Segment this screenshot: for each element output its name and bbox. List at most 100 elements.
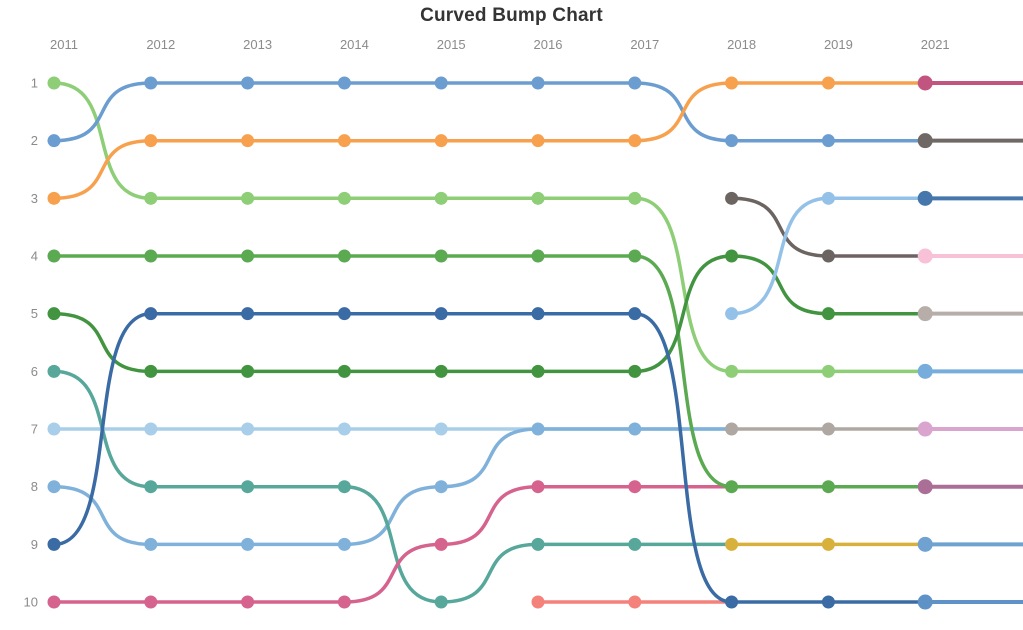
mark-dot-navy-blue-2017[interactable] [628, 307, 642, 321]
mark-dot-forest-green-2018[interactable] [725, 249, 739, 263]
mark-dot-teal-2011[interactable] [47, 364, 61, 378]
mark-dot-entrant-2021-rank-8[interactable] [917, 479, 933, 495]
mark-dot-orange-2017[interactable] [628, 134, 642, 148]
mark-dot-teal-2014[interactable] [337, 480, 351, 494]
mark-dot-green-2012[interactable] [144, 249, 158, 263]
mark-dot-entrant-2021-rank-7[interactable] [917, 421, 933, 437]
mark-dot-orange-2018[interactable] [725, 76, 739, 90]
mark-dot-navy-blue-2019[interactable] [821, 595, 835, 609]
mark-dot-medium-blue-2017[interactable] [628, 422, 642, 436]
mark-dot-teal-2013[interactable] [241, 480, 255, 494]
mark-dot-salmon-2016[interactable] [531, 595, 545, 609]
mark-dot-teal-2016[interactable] [531, 537, 545, 551]
mark-dot-entrant-2021-rank-1[interactable] [917, 75, 933, 91]
mark-dot-forest-green-2012[interactable] [144, 364, 158, 378]
mark-dot-steel-blue-2015[interactable] [434, 76, 448, 90]
mark-dot-entrant-2021-rank-2[interactable] [917, 133, 933, 149]
mark-dot-green-2011[interactable] [47, 249, 61, 263]
mark-dot-pink-2013[interactable] [241, 595, 255, 609]
mark-dot-light-green-2017[interactable] [628, 191, 642, 205]
mark-dot-orange-2019[interactable] [821, 76, 835, 90]
mark-dot-forest-green-2017[interactable] [628, 364, 642, 378]
mark-dot-light-green-2015[interactable] [434, 191, 448, 205]
mark-dot-pale-blue-2019[interactable] [821, 191, 835, 205]
mark-dot-steel-blue-2011[interactable] [47, 134, 61, 148]
mark-dot-light-gray-2018[interactable] [725, 422, 739, 436]
mark-dot-light-green-2012[interactable] [144, 191, 158, 205]
mark-dot-steel-blue-2017[interactable] [628, 76, 642, 90]
mark-dot-navy-blue-2013[interactable] [241, 307, 255, 321]
mark-dot-teal-2012[interactable] [144, 480, 158, 494]
mark-dot-light-gray-2019[interactable] [821, 422, 835, 436]
mark-dot-orange-2015[interactable] [434, 134, 448, 148]
mark-dot-sky-blue-2013[interactable] [241, 422, 255, 436]
mark-dot-green-2015[interactable] [434, 249, 448, 263]
mark-dot-salmon-2017[interactable] [628, 595, 642, 609]
mark-dot-light-green-2013[interactable] [241, 191, 255, 205]
mark-dot-entrant-2021-rank-6[interactable] [917, 363, 933, 379]
mark-dot-teal-2017[interactable] [628, 537, 642, 551]
mark-dot-navy-blue-2011[interactable] [47, 537, 61, 551]
mark-dot-green-2017[interactable] [628, 249, 642, 263]
mark-dot-forest-green-2019[interactable] [821, 307, 835, 321]
mark-dot-medium-blue-2014[interactable] [337, 537, 351, 551]
mark-dot-forest-green-2014[interactable] [337, 364, 351, 378]
mark-dot-medium-blue-2013[interactable] [241, 537, 255, 551]
mark-dot-light-green-2018[interactable] [725, 364, 739, 378]
mark-dot-light-green-2011[interactable] [47, 76, 61, 90]
mark-dot-gold-2019[interactable] [821, 537, 835, 551]
mark-dot-steel-blue-2013[interactable] [241, 76, 255, 90]
mark-dot-forest-green-2013[interactable] [241, 364, 255, 378]
mark-dot-pink-2012[interactable] [144, 595, 158, 609]
mark-dot-forest-green-2011[interactable] [47, 307, 61, 321]
mark-dot-pink-2011[interactable] [47, 595, 61, 609]
mark-dot-forest-green-2015[interactable] [434, 364, 448, 378]
mark-dot-orange-2013[interactable] [241, 134, 255, 148]
mark-dot-medium-blue-2011[interactable] [47, 480, 61, 494]
mark-dot-entrant-2021-rank-3[interactable] [917, 190, 933, 206]
mark-dot-medium-blue-2012[interactable] [144, 537, 158, 551]
mark-dot-steel-blue-2019[interactable] [821, 134, 835, 148]
mark-dot-steel-blue-2014[interactable] [337, 76, 351, 90]
mark-dot-medium-blue-2016[interactable] [531, 422, 545, 436]
mark-dot-green-2014[interactable] [337, 249, 351, 263]
mark-dot-light-green-2016[interactable] [531, 191, 545, 205]
mark-dot-medium-blue-2015[interactable] [434, 480, 448, 494]
mark-dot-sky-blue-2014[interactable] [337, 422, 351, 436]
mark-dot-navy-blue-2016[interactable] [531, 307, 545, 321]
mark-dot-pink-2015[interactable] [434, 537, 448, 551]
mark-dot-teal-2015[interactable] [434, 595, 448, 609]
mark-dot-pale-blue-2018[interactable] [725, 307, 739, 321]
mark-dot-green-2019[interactable] [821, 480, 835, 494]
mark-dot-green-2016[interactable] [531, 249, 545, 263]
mark-dot-sky-blue-2012[interactable] [144, 422, 158, 436]
mark-dot-steel-blue-2016[interactable] [531, 76, 545, 90]
mark-dot-entrant-2021-rank-10[interactable] [917, 594, 933, 610]
mark-dot-sky-blue-2011[interactable] [47, 422, 61, 436]
mark-dot-gold-2018[interactable] [725, 537, 739, 551]
mark-dot-orange-2014[interactable] [337, 134, 351, 148]
mark-dot-orange-2011[interactable] [47, 191, 61, 205]
mark-dot-green-2018[interactable] [725, 480, 739, 494]
mark-dot-steel-blue-2012[interactable] [144, 76, 158, 90]
mark-dot-steel-blue-2018[interactable] [725, 134, 739, 148]
mark-dot-orange-2012[interactable] [144, 134, 158, 148]
mark-dot-light-green-2019[interactable] [821, 364, 835, 378]
mark-dot-entrant-2021-rank-5[interactable] [917, 306, 933, 322]
mark-dot-sky-blue-2015[interactable] [434, 422, 448, 436]
mark-dot-light-green-2014[interactable] [337, 191, 351, 205]
mark-dot-pink-2014[interactable] [337, 595, 351, 609]
mark-dot-orange-2016[interactable] [531, 134, 545, 148]
mark-dot-navy-blue-2018[interactable] [725, 595, 739, 609]
mark-dot-pink-2016[interactable] [531, 480, 545, 494]
mark-dot-pink-2017[interactable] [628, 480, 642, 494]
mark-dot-green-2013[interactable] [241, 249, 255, 263]
mark-dot-navy-blue-2014[interactable] [337, 307, 351, 321]
mark-dot-forest-green-2016[interactable] [531, 364, 545, 378]
mark-dot-navy-blue-2012[interactable] [144, 307, 158, 321]
mark-dot-dark-gray-2018[interactable] [725, 191, 739, 205]
mark-dot-dark-gray-2019[interactable] [821, 249, 835, 263]
mark-dot-navy-blue-2015[interactable] [434, 307, 448, 321]
mark-dot-entrant-2021-rank-9[interactable] [917, 536, 933, 552]
mark-dot-entrant-2021-rank-4[interactable] [917, 248, 933, 264]
